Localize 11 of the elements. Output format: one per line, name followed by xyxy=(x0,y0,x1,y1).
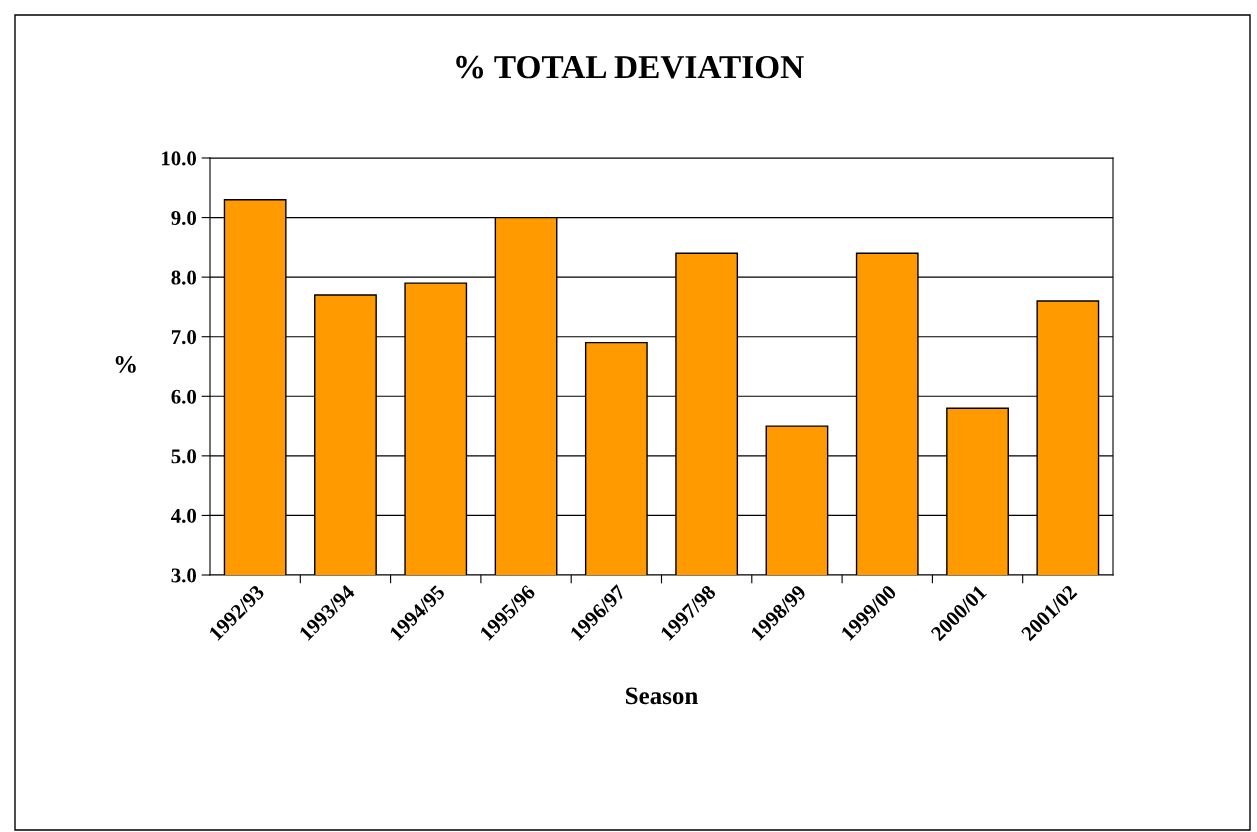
y-tick-label: 9.0 xyxy=(171,210,197,226)
y-tick-label: 3.0 xyxy=(171,568,197,583)
y-tick-label: 10.0 xyxy=(162,151,197,166)
y-tick-label: 6.0 xyxy=(171,389,197,404)
chart-title: % TOTAL DEVIATION xyxy=(456,55,804,79)
x-axis-title: Season xyxy=(626,687,698,705)
y-tick-label: 7.0 xyxy=(171,330,197,345)
y-tick-label: 8.0 xyxy=(171,270,197,285)
y-tick-label: 4.0 xyxy=(171,508,197,523)
y-tick-label: 5.0 xyxy=(171,449,197,464)
y-axis-title: % xyxy=(115,355,136,373)
